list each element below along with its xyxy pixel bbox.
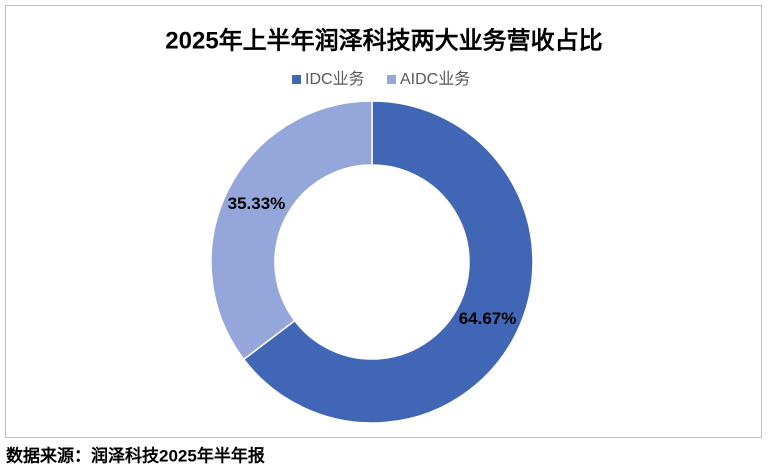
data-label: 64.67% bbox=[459, 309, 517, 328]
chart-title: 2025年上半年润泽科技两大业务营收占比 bbox=[165, 26, 602, 54]
donut-segment bbox=[210, 100, 373, 361]
legend-swatch bbox=[387, 75, 396, 84]
data-label: 35.33% bbox=[228, 194, 286, 213]
source-note: 数据来源：润泽科技2025年半年报 bbox=[6, 445, 265, 465]
donut-segment bbox=[242, 100, 534, 424]
legend-label: IDC业务 bbox=[305, 70, 365, 88]
legend-swatch bbox=[292, 75, 301, 84]
legend-label: AIDC业务 bbox=[400, 70, 470, 88]
